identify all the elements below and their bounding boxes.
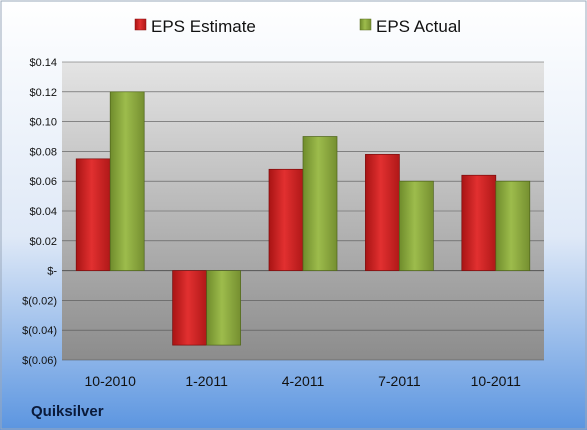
bar-actual xyxy=(109,91,145,271)
legend: EPS Estimate EPS Actual xyxy=(134,17,461,36)
bar-actual xyxy=(495,180,531,271)
y-tick-label: $(0.02) xyxy=(22,295,57,307)
bar-actual xyxy=(206,270,241,346)
x-category-label: 7-2011 xyxy=(378,373,421,389)
y-tick-label: $0.08 xyxy=(29,146,57,158)
legend-swatch-estimate xyxy=(134,18,147,31)
y-tick-label: $(0.04) xyxy=(22,325,57,337)
x-axis-categories: 10-2010 1-2011 4-2011 7-2011 10-2011 xyxy=(85,373,522,389)
y-tick-label: $0.02 xyxy=(29,236,57,248)
bar-estimate xyxy=(75,158,111,271)
company-label: Quiksilver xyxy=(31,403,104,420)
bar-estimate xyxy=(268,168,304,271)
bars xyxy=(75,91,531,346)
bar-actual xyxy=(399,180,434,271)
y-tick-label: $- xyxy=(47,266,57,278)
x-category-label: 4-2011 xyxy=(282,373,325,389)
y-tick-label: $0.14 xyxy=(29,57,57,69)
bar-actual xyxy=(302,136,338,271)
y-axis-ticks: $0.14 $0.12 $0.10 $0.08 $0.06 $0.04 $0.02 $- $(0… xyxy=(22,57,57,367)
y-tick-label: $0.10 xyxy=(29,117,57,129)
x-category-label: 10-2011 xyxy=(471,373,522,389)
legend-swatch-actual xyxy=(359,18,372,31)
y-tick-label: $0.04 xyxy=(29,206,57,218)
legend-label-estimate: EPS Estimate xyxy=(151,17,256,36)
bar-estimate xyxy=(461,174,497,271)
bar-estimate xyxy=(172,270,207,346)
legend-label-actual: EPS Actual xyxy=(376,17,461,36)
y-tick-label: $(0.06) xyxy=(22,355,57,367)
bar-estimate xyxy=(365,154,400,271)
x-category-label: 1-2011 xyxy=(185,373,228,389)
y-tick-label: $0.06 xyxy=(29,176,57,188)
y-tick-label: $0.12 xyxy=(29,87,57,99)
x-category-label: 10-2010 xyxy=(85,373,137,389)
